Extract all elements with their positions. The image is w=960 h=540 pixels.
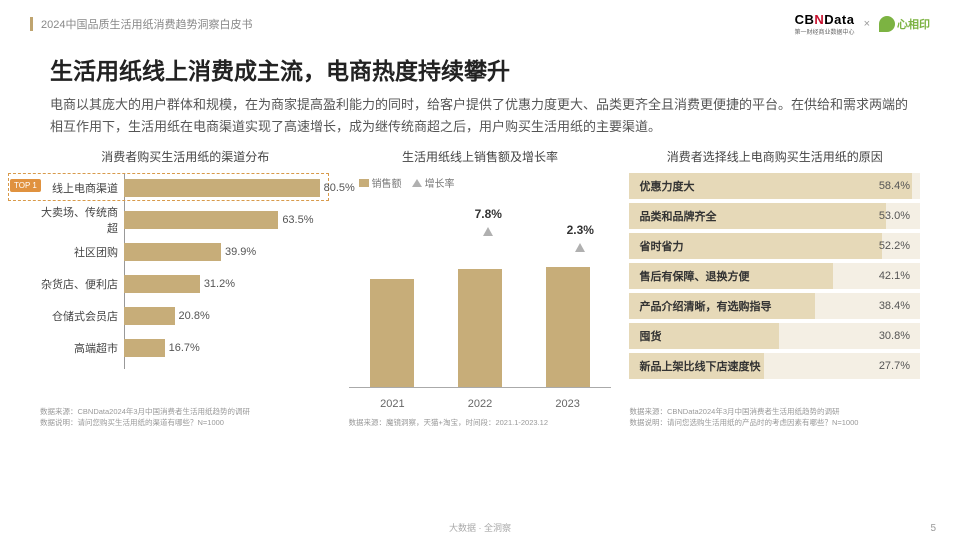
hbar-value: 16.7% — [169, 339, 200, 357]
header: 2024中国品质生活用纸消费趋势洞察白皮书 CBNData 第一财经商业数据中心… — [0, 0, 960, 42]
reason-label: 新品上架比线下店速度快 — [629, 358, 878, 374]
vbar — [458, 269, 502, 387]
page-number: 5 — [930, 523, 936, 534]
chart2-xlabels: 2021 2022 2023 — [349, 398, 612, 410]
triangle-marker-icon — [575, 243, 585, 252]
chart2-legend: 销售额 增长率 — [359, 175, 455, 190]
logo-xinxiangyin: 心相印 — [879, 16, 930, 32]
hbar-label: 社区团购 — [40, 244, 124, 260]
header-left: 2024中国品质生活用纸消费趋势洞察白皮书 — [30, 16, 252, 32]
footer-text: 大数据 · 全洞察 — [0, 521, 960, 534]
hbar-value: 20.8% — [179, 307, 210, 325]
hbar-row: 大卖场、传统商超 63.5% — [40, 205, 331, 235]
vbar — [546, 267, 590, 387]
chart3-title: 消费者选择线上电商购买生活用纸的原因 — [629, 148, 920, 173]
reason-label: 产品介绍清晰，有选购指导 — [629, 298, 878, 314]
accent-bar — [30, 17, 33, 31]
x-label: 2021 — [380, 398, 404, 410]
hbar-row: 仓储式会员店 20.8% — [40, 301, 331, 331]
legend-growth: 增长率 — [412, 175, 455, 190]
reason-label: 品类和品牌齐全 — [629, 208, 878, 224]
hbar-label: 线上电商渠道 — [40, 180, 124, 196]
page-title: 生活用纸线上消费成主流，电商热度持续攀升 — [0, 42, 960, 94]
hbar-label: 杂货店、便利店 — [40, 276, 124, 292]
header-logos: CBNData 第一财经商业数据中心 × 心相印 — [795, 12, 930, 36]
chart2-area: 销售额 增长率 2021 2022 2023 7.8% 2.3% — [349, 173, 612, 410]
chart1-title: 消费者购买生活用纸的渠道分布 — [40, 148, 331, 173]
chart-channels: 消费者购买生活用纸的渠道分布 TOP 1线上电商渠道80.5%大卖场、传统商超 6… — [40, 148, 331, 428]
logo-cbndata: CBNData 第一财经商业数据中心 — [795, 12, 855, 36]
reason-row: 品类和品牌齐全53.0% — [629, 203, 920, 229]
reason-value: 27.7% — [879, 360, 920, 372]
vbar-wrap — [458, 269, 502, 387]
hbar-value: 63.5% — [282, 211, 313, 229]
hbar-label: 大卖场、传统商超 — [40, 204, 124, 236]
top1-badge: TOP 1 — [10, 179, 41, 192]
chart3-footnote: 数据来源：CBNData2024年3月中国消费者生活用纸趋势的调研 数据说明：请… — [629, 399, 920, 428]
chart1-bars: TOP 1线上电商渠道80.5%大卖场、传统商超 63.5% 社区团购 39.9% 杂货… — [40, 173, 331, 399]
hbar-value: 39.9% — [225, 243, 256, 261]
reason-value: 58.4% — [879, 180, 920, 192]
reason-row: 囤货30.8% — [629, 323, 920, 349]
reason-value: 30.8% — [879, 330, 920, 342]
reason-value: 38.4% — [879, 300, 920, 312]
doc-title: 2024中国品质生活用纸消费趋势洞察白皮书 — [41, 16, 252, 32]
chart-growth: 生活用纸线上销售额及增长率 销售额 增长率 2021 2022 2023 7.8% 2… — [349, 148, 612, 428]
vbar-wrap — [546, 267, 590, 387]
triangle-marker-icon — [483, 227, 493, 236]
legend-sales: 销售额 — [359, 175, 402, 190]
hbar-label: 仓储式会员店 — [40, 308, 124, 324]
growth-label: 7.8% — [475, 207, 502, 221]
hbar-value: 31.2% — [204, 275, 235, 293]
logo-separator: × — [864, 18, 870, 30]
body-paragraph: 电商以其庞大的用户群体和规模，在为商家提高盈利能力的同时，给客户提供了优惠力度更… — [0, 94, 960, 148]
chart3-bars: 优惠力度大58.4% 品类和品牌齐全53.0% 省时省力52.2% 售后有保障、退换方… — [629, 173, 920, 399]
reason-row: 省时省力52.2% — [629, 233, 920, 259]
charts-row: 消费者购买生活用纸的渠道分布 TOP 1线上电商渠道80.5%大卖场、传统商超 6… — [0, 148, 960, 428]
reason-label: 优惠力度大 — [629, 178, 878, 194]
vbar — [370, 279, 414, 387]
vbar-wrap — [370, 279, 414, 387]
leaf-icon — [879, 16, 895, 32]
reason-label: 省时省力 — [629, 238, 878, 254]
chart2-footnote: 数据来源：魔镜洞察，天猫+淘宝，时间段：2021.1-2023.12 — [349, 410, 612, 429]
reason-label: 售后有保障、退换方便 — [629, 268, 878, 284]
reason-row: 产品介绍清晰，有选购指导38.4% — [629, 293, 920, 319]
reason-value: 42.1% — [879, 270, 920, 282]
hbar-row: 杂货店、便利店 31.2% — [40, 269, 331, 299]
reason-row: 新品上架比线下店速度快27.7% — [629, 353, 920, 379]
reason-row: 售后有保障、退换方便42.1% — [629, 263, 920, 289]
x-label: 2023 — [555, 398, 579, 410]
chart-reasons: 消费者选择线上电商购买生活用纸的原因 优惠力度大58.4% 品类和品牌齐全53.0… — [629, 148, 920, 428]
hbar-row: 高端超市 16.7% — [40, 333, 331, 363]
reason-value: 52.2% — [879, 240, 920, 252]
reason-row: 优惠力度大58.4% — [629, 173, 920, 199]
chart1-footnote: 数据来源：CBNData2024年3月中国消费者生活用纸趋势的调研 数据说明：请… — [40, 399, 331, 428]
reason-value: 53.0% — [879, 210, 920, 222]
growth-label: 2.3% — [567, 223, 594, 237]
hbar-row: TOP 1线上电商渠道80.5% — [40, 173, 331, 203]
x-label: 2022 — [468, 398, 492, 410]
chart2-title: 生活用纸线上销售额及增长率 — [349, 148, 612, 173]
hbar-label: 高端超市 — [40, 340, 124, 356]
reason-label: 囤货 — [629, 328, 878, 344]
hbar-row: 社区团购 39.9% — [40, 237, 331, 267]
